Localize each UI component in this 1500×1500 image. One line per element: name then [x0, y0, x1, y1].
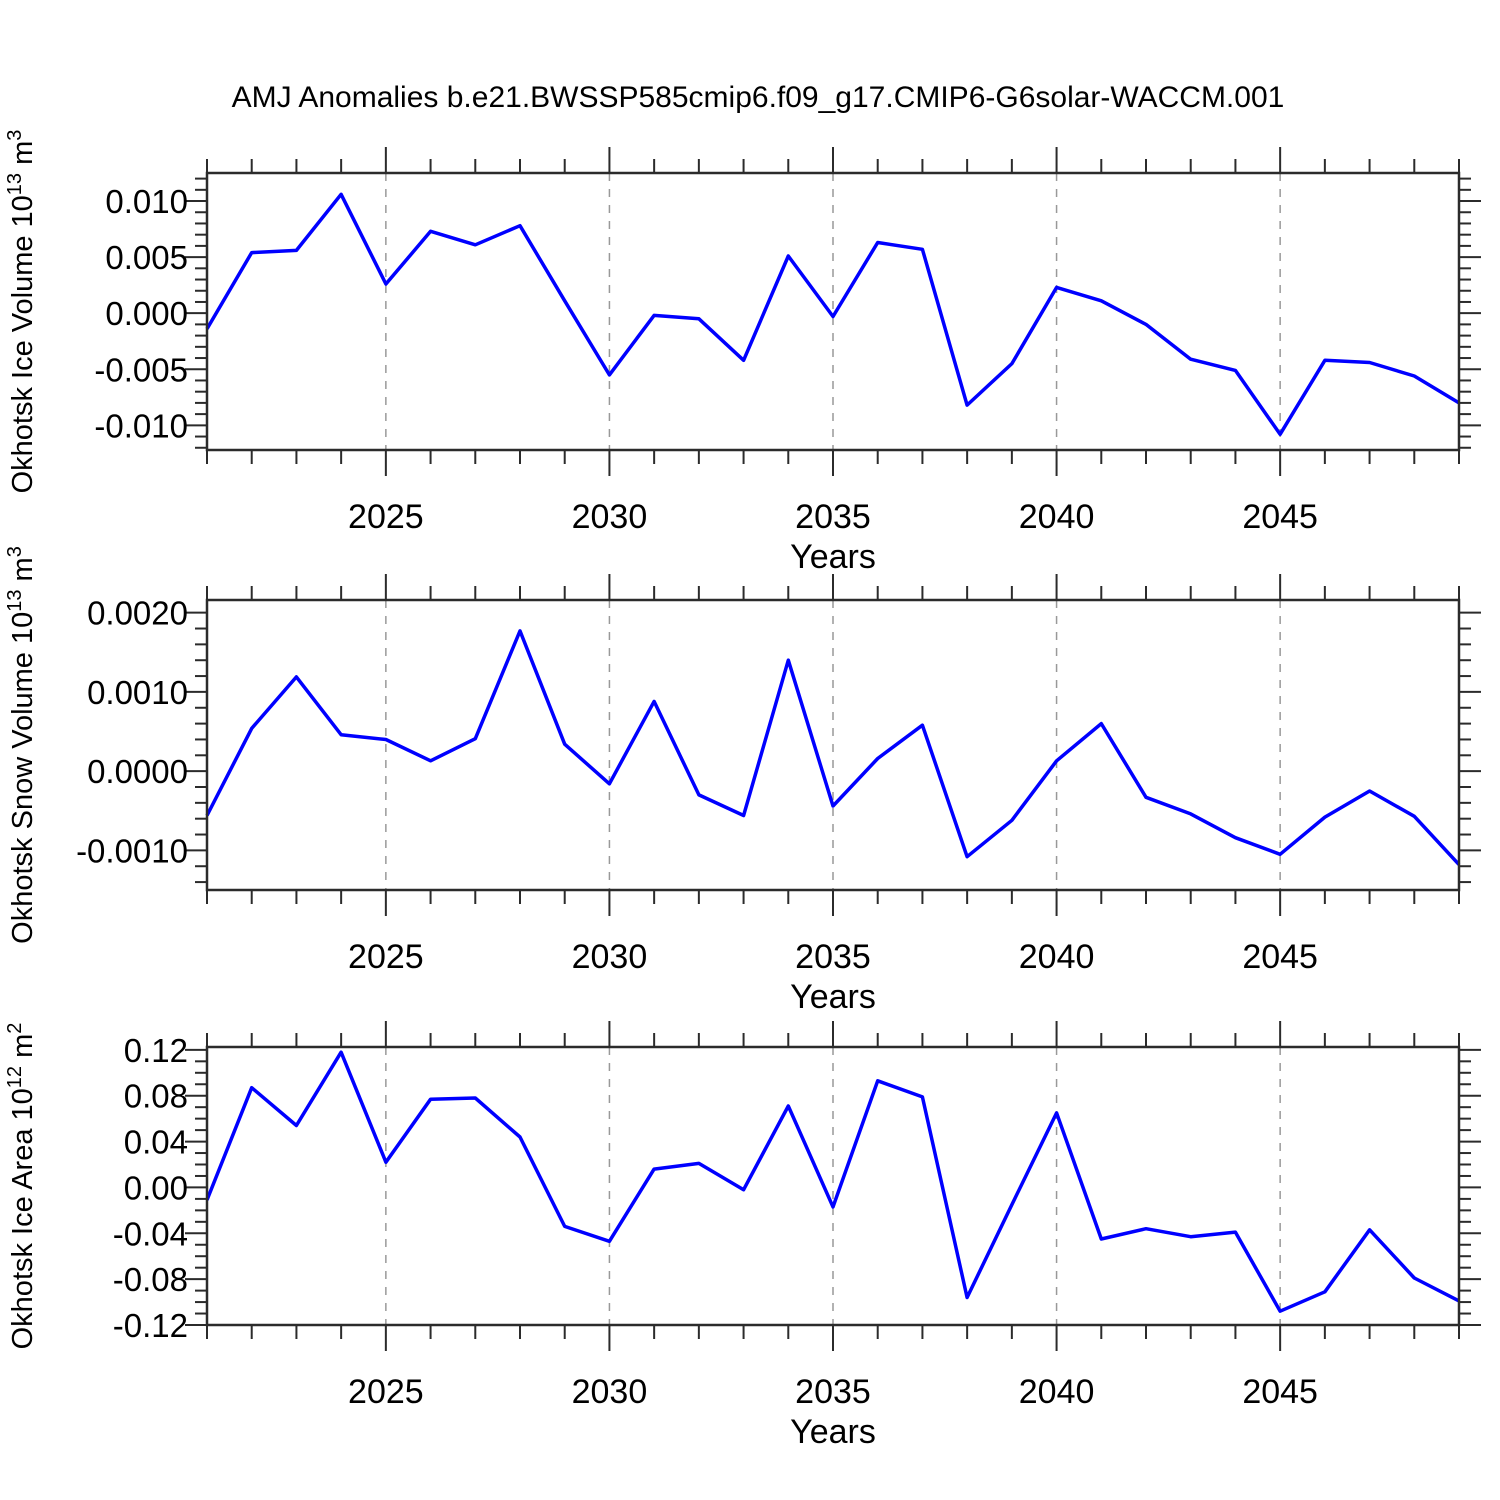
- y-tick-label: 0.0000: [87, 753, 188, 790]
- y-tick-label: 0.08: [124, 1078, 188, 1115]
- y-axis-title-superscript: 2: [4, 1023, 26, 1034]
- y-axis-title: Okhotsk Snow Volume 1013 m3: [4, 546, 39, 944]
- x-tick-label: 2030: [572, 938, 648, 976]
- y-tick-label: -0.0010: [76, 832, 188, 869]
- data-line-okhotsk-ice-volume: [205, 192, 1460, 437]
- x-tick-label: 2030: [572, 498, 648, 536]
- y-tick-label: 0.0010: [87, 674, 188, 711]
- x-tick-label: 2040: [1019, 498, 1095, 536]
- x-tick-label: 2025: [348, 938, 424, 976]
- y-axis-title-text: Okhotsk Snow Volume 10: [7, 612, 39, 944]
- y-tick-label: 0.00: [124, 1169, 188, 1206]
- y-tick-label: 0.0020: [87, 595, 188, 632]
- x-tick-label: 2045: [1242, 1373, 1318, 1411]
- x-axis-title: Years: [790, 978, 876, 1016]
- x-tick-label: 2035: [795, 498, 871, 536]
- x-axis-title: Years: [790, 1413, 876, 1451]
- y-axis-title-text: m: [7, 1034, 39, 1066]
- chart-okhotsk-ice-area: 0.12 0.08 0.04 0.00 -0.04 -0.08 -0.12 2025 2030 2…: [4, 1021, 1481, 1451]
- data-line-okhotsk-ice-area: [205, 1050, 1460, 1313]
- y-axis-title-superscript: 3: [4, 130, 26, 141]
- figure-title: AMJ Anomalies b.e21.BWSSP585cmip6.f09_g1…: [232, 81, 1285, 114]
- y-axis-title-superscript: 13: [4, 173, 26, 195]
- chart-okhotsk-ice-volume: 0.010 0.005 0.000 -0.005 -0.010 2025 2030 2035 2…: [4, 130, 1481, 576]
- y-tick-label: 0.12: [124, 1032, 188, 1069]
- y-axis-ticks: [185, 177, 1481, 449]
- y-tick-label: -0.12: [113, 1307, 188, 1344]
- y-axis-title: Okhotsk Ice Volume 1013 m3: [4, 130, 39, 494]
- x-axis-ticks: [206, 1021, 1460, 1351]
- y-tick-label: 0.04: [124, 1124, 188, 1161]
- y-tick-label: -0.005: [94, 351, 188, 388]
- data-line-okhotsk-snow-volume: [205, 629, 1461, 866]
- x-axis-ticks: [206, 574, 1460, 916]
- y-axis-title-text: m: [7, 557, 39, 589]
- y-tick-label: 0.005: [105, 239, 188, 276]
- x-tick-label: 2035: [795, 1373, 871, 1411]
- y-axis-title-superscript: 13: [4, 590, 26, 612]
- y-tick-label: -0.010: [94, 407, 188, 444]
- y-axis-title-text: Okhotsk Ice Volume 10: [7, 195, 39, 493]
- y-axis-title: Okhotsk Ice Area 1012 m2: [4, 1023, 39, 1350]
- x-tick-label: 2045: [1242, 938, 1318, 976]
- x-axis-title: Years: [790, 538, 876, 576]
- y-axis-ticks: [185, 1048, 1481, 1326]
- x-axis-ticks: [206, 147, 1460, 476]
- y-tick-label: 0.000: [105, 295, 188, 332]
- plot-frame: [205, 171, 1461, 452]
- x-tick-label: 2035: [795, 938, 871, 976]
- chart-okhotsk-snow-volume: 0.0020 0.0010 0.0000 -0.0010 2025 2030 2035 204…: [4, 546, 1481, 1016]
- y-axis-title-text: m: [7, 141, 39, 173]
- x-tick-label: 2025: [348, 1373, 424, 1411]
- x-tick-label: 2040: [1019, 1373, 1095, 1411]
- plot-frame: [205, 1045, 1461, 1327]
- y-tick-label: -0.08: [113, 1261, 188, 1298]
- x-tick-label: 2030: [572, 1373, 648, 1411]
- y-axis-title-text: Okhotsk Ice Area 10: [7, 1088, 39, 1349]
- x-tick-label: 2025: [348, 498, 424, 536]
- y-tick-label: 0.010: [105, 183, 188, 220]
- y-axis-title-superscript: 3: [4, 546, 26, 557]
- x-tick-label: 2040: [1019, 938, 1095, 976]
- x-tick-label: 2045: [1242, 498, 1318, 536]
- y-tick-label: -0.04: [113, 1215, 188, 1252]
- y-axis-title-superscript: 12: [4, 1066, 26, 1088]
- y-axis-ticks: [185, 611, 1481, 884]
